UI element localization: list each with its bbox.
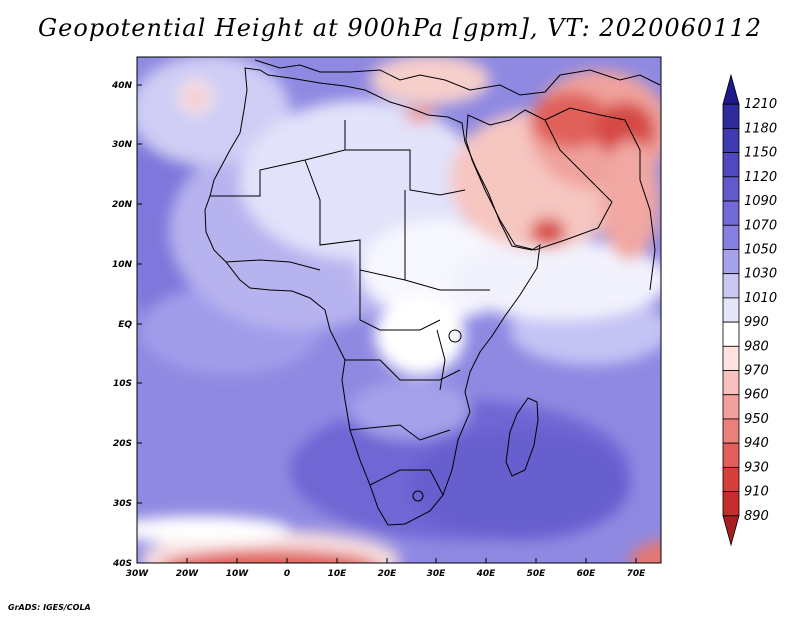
y-tick-label: 20S <box>113 439 132 449</box>
colorbar-segment <box>722 73 740 105</box>
y-tick-label: EQ <box>118 320 132 330</box>
x-axis: 30W 20W 10W 0 10E 20E 30E 40E 50E 60E 70… <box>126 558 646 579</box>
colorbar-label: 1030 <box>744 267 777 282</box>
x-tick-label: 60E <box>577 569 597 579</box>
colorbar-label: 980 <box>744 339 769 354</box>
colorbar-label: 1210 <box>744 97 777 112</box>
y-tick-label: 10S <box>113 379 132 389</box>
credit-text: GrADS: IGES/COLA <box>8 603 91 612</box>
x-tick-label: 10W <box>226 569 250 579</box>
x-tick-label: 70E <box>627 569 647 579</box>
colorbar-segment <box>722 394 740 420</box>
colorbar-label: 1120 <box>744 170 777 185</box>
page-title: Geopotential Height at 900hPa [gpm], VT:… <box>38 14 762 42</box>
colorbar-label: 930 <box>744 460 769 475</box>
map-frame <box>136 56 662 564</box>
x-tick-label: 50E <box>527 569 547 579</box>
x-tick-label: 20W <box>176 569 200 579</box>
colorbar-segment <box>722 249 740 275</box>
coastlines <box>204 59 661 526</box>
x-tick-label: 40E <box>476 569 497 579</box>
colorbar-segment <box>722 345 740 371</box>
colorbar-segment <box>722 224 740 250</box>
colorbar-segment <box>722 442 740 468</box>
colorbar-segment <box>722 515 740 547</box>
colorbar-label: 1050 <box>744 242 777 257</box>
colorbar-segment <box>722 128 740 154</box>
colorbar-segment <box>722 176 740 202</box>
colorbar-segment <box>722 466 740 492</box>
colorbar-segment <box>722 418 740 444</box>
colorbar-segment <box>722 321 740 347</box>
colorbar-label: 940 <box>744 436 769 451</box>
y-tick-label: 40N <box>111 81 133 91</box>
y-axis: 40N 30N 20N 10N EQ 10S 20S 30S 40S <box>111 81 142 569</box>
colorbar-label: 970 <box>744 364 769 379</box>
colorbar-label: 1180 <box>744 121 777 136</box>
colorbar-segment <box>722 103 740 129</box>
colorbar-segment <box>722 152 740 178</box>
x-tick-label: 20E <box>378 569 398 579</box>
colorbar-segment <box>722 491 740 517</box>
colorbar-segment <box>722 273 740 299</box>
y-tick-label: 30N <box>112 140 133 150</box>
colorbar-label: 990 <box>744 315 769 330</box>
y-tick-label: 20N <box>112 200 133 210</box>
colorbar-label: 1150 <box>744 146 777 161</box>
y-tick-label: 10N <box>112 260 133 270</box>
colorbar-segment <box>722 297 740 323</box>
height-field <box>137 57 661 563</box>
colorbar-label: 1010 <box>744 291 777 306</box>
x-tick-label: 30W <box>126 569 150 579</box>
colorbar: 1210 1180 1150 1120 1090 1070 1050 1030 1010 990 9… <box>722 73 777 547</box>
colorbar-label: 910 <box>744 485 769 500</box>
colorbar-label: 1070 <box>744 218 777 233</box>
colorbar-segment <box>722 370 740 396</box>
y-tick-label: 30S <box>113 499 132 509</box>
colorbar-label: 1090 <box>744 194 777 209</box>
x-tick-label: 30E <box>427 569 447 579</box>
y-tick-label: 40S <box>112 559 132 569</box>
colorbar-label: 960 <box>744 388 769 403</box>
colorbar-label: 890 <box>744 509 769 524</box>
x-tick-label: 10E <box>328 569 348 579</box>
colorbar-label: 950 <box>744 412 769 427</box>
colorbar-segment <box>722 200 740 226</box>
x-tick-label: 0 <box>284 569 290 579</box>
